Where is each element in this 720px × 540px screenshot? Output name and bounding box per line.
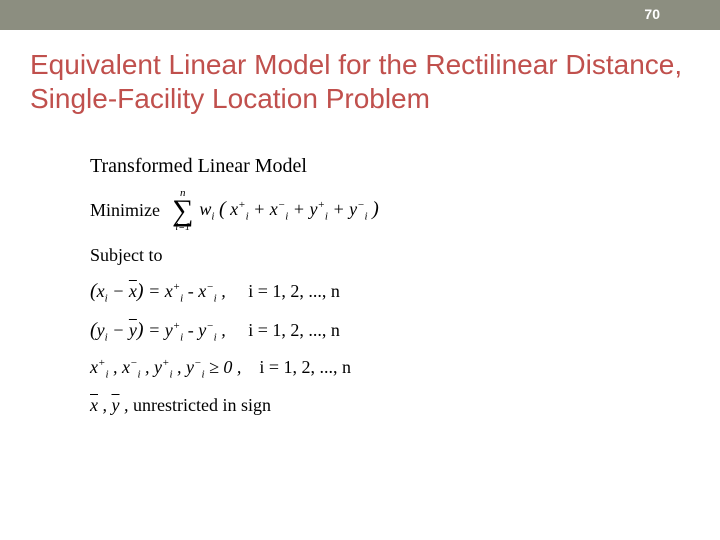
- objective-expression: wi ( x+i + x−i + y+i + y−i ): [199, 198, 378, 223]
- header-bar: 70: [0, 0, 720, 30]
- page-number: 70: [644, 6, 660, 22]
- content-area: Transformed Linear Model Minimize n ∑ i=…: [0, 125, 720, 416]
- constraint-1: (xi − x) = x+i - x−i , i = 1, 2, ..., n: [90, 280, 720, 305]
- sigma-symbol: ∑: [172, 199, 193, 223]
- constraint-3: x+i , x−i , y+i , y−i ≥ 0 , i = 1, 2, ..…: [90, 357, 720, 381]
- constraint-2-index: i = 1, 2, ..., n: [248, 320, 340, 340]
- subject-to-label: Subject to: [90, 245, 720, 266]
- slide-title: Equivalent Linear Model for the Rectilin…: [0, 30, 720, 125]
- constraint-3-index: i = 1, 2, ..., n: [259, 357, 351, 377]
- section-title: Transformed Linear Model: [90, 155, 720, 178]
- constraint-2: (yi − y) = y+i - y−i , i = 1, 2, ..., n: [90, 319, 720, 344]
- constraint-4: x , y , unrestricted in sign: [90, 395, 720, 416]
- constraint-1-index: i = 1, 2, ..., n: [248, 281, 340, 301]
- objective-row: Minimize n ∑ i=1 wi ( x+i + x−i + y+i + …: [90, 188, 720, 233]
- sigma-icon: n ∑ i=1: [172, 188, 193, 233]
- sigma-lower: i=1: [175, 223, 190, 233]
- minimize-label: Minimize: [90, 200, 160, 221]
